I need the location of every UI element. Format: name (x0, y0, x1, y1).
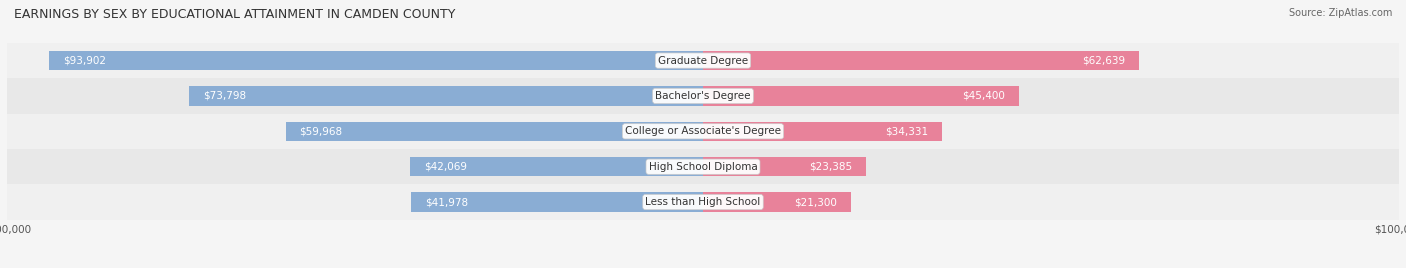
Bar (411, 157, 703, 176)
Bar (703, 51, 1139, 70)
Text: Bachelor's Degree: Bachelor's Degree (655, 91, 751, 101)
Bar (703, 192, 851, 212)
Text: $41,978: $41,978 (425, 197, 468, 207)
Text: $62,639: $62,639 (1081, 55, 1125, 66)
Bar (49, 51, 703, 70)
Text: $21,300: $21,300 (794, 197, 838, 207)
Text: $34,331: $34,331 (884, 126, 928, 136)
Bar (7, 114, 1399, 149)
Text: College or Associate's Degree: College or Associate's Degree (626, 126, 780, 136)
Text: $73,798: $73,798 (204, 91, 246, 101)
Bar (703, 86, 1019, 106)
Text: EARNINGS BY SEX BY EDUCATIONAL ATTAINMENT IN CAMDEN COUNTY: EARNINGS BY SEX BY EDUCATIONAL ATTAINMEN… (14, 8, 456, 21)
Text: $42,069: $42,069 (425, 162, 467, 172)
Text: $59,968: $59,968 (299, 126, 343, 136)
Bar (285, 122, 703, 141)
Bar (703, 157, 866, 176)
Text: Source: ZipAtlas.com: Source: ZipAtlas.com (1288, 8, 1392, 18)
Bar (190, 86, 703, 106)
Text: $45,400: $45,400 (962, 91, 1005, 101)
Bar (411, 192, 703, 212)
Bar (7, 43, 1399, 78)
Bar (7, 78, 1399, 114)
Text: $23,385: $23,385 (808, 162, 852, 172)
Text: High School Diploma: High School Diploma (648, 162, 758, 172)
Text: Graduate Degree: Graduate Degree (658, 55, 748, 66)
Bar (7, 149, 1399, 184)
Text: Less than High School: Less than High School (645, 197, 761, 207)
Bar (703, 122, 942, 141)
Bar (7, 184, 1399, 220)
Text: $93,902: $93,902 (63, 55, 107, 66)
